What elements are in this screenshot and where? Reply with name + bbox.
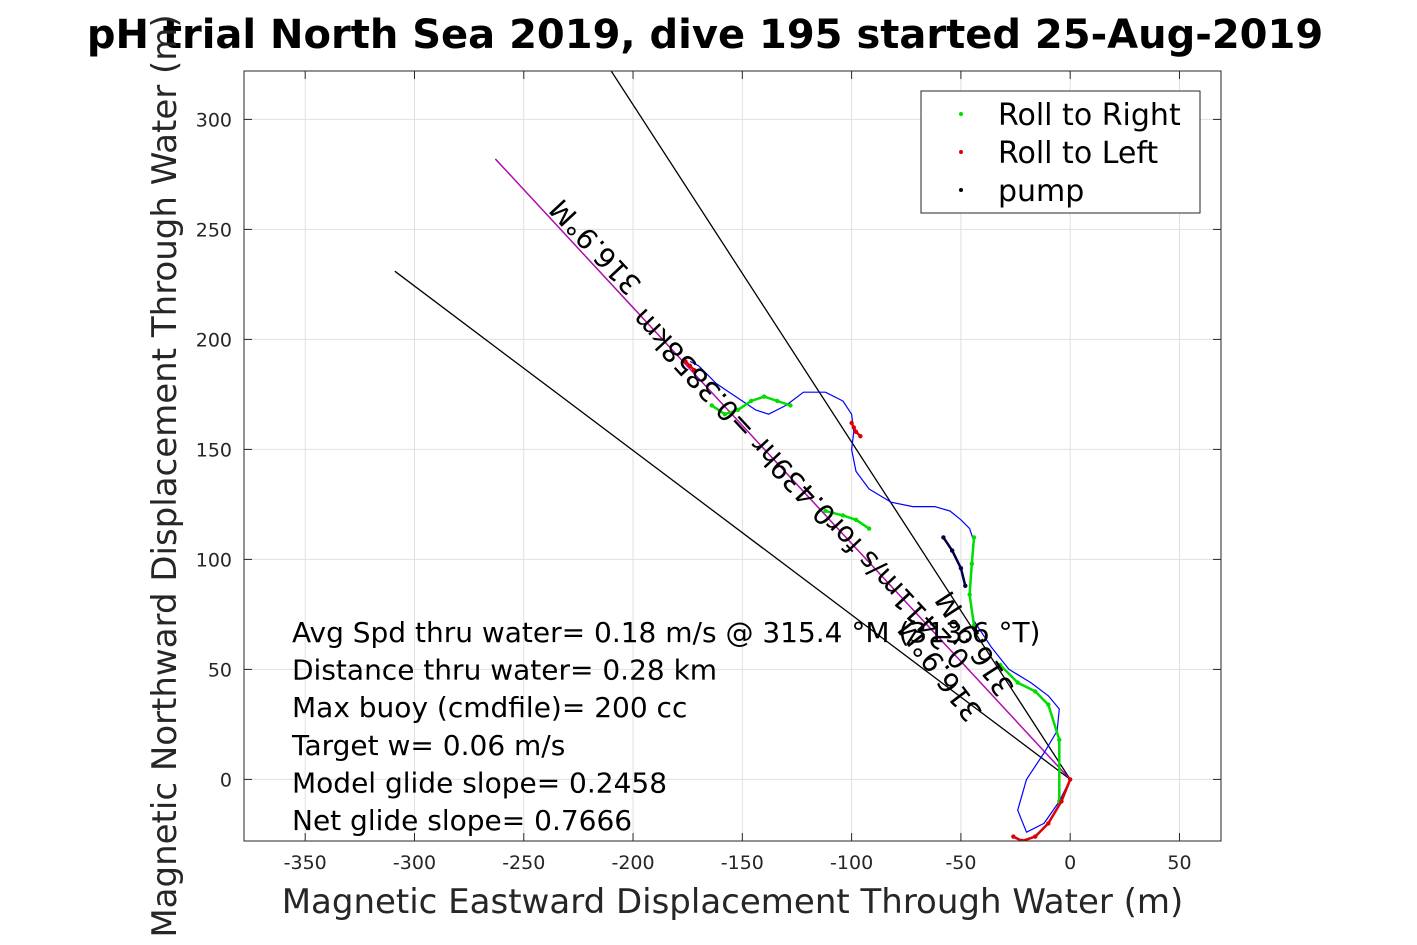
x-tick-label: -250 [502,852,545,874]
pump-point [963,583,968,588]
pump-point [949,548,955,553]
x-tick-label: 0 [1064,852,1076,874]
pump-point [958,566,964,571]
chart-title: pH trial North Sea 2019, dive 195 starte… [87,12,1323,58]
reference-line-3 [494,158,1071,780]
roll-right-point [775,398,780,404]
roll-right-point [971,623,977,628]
legend-marker [959,188,963,192]
legend-marker [959,150,963,154]
stats-note-line: Avg Spd thru water= 0.18 m/s @ 315.4 °M … [292,616,1040,649]
roll-right-point [1046,702,1051,707]
stats-note-line: Max buoy (cmdfile)= 200 cc [292,691,687,724]
roll-left-point [849,420,854,426]
roll-left-point [858,434,863,439]
roll-left-segment-1 [850,421,862,438]
x-tick-label: -50 [945,852,976,874]
legend-label: pump [998,174,1084,209]
roll-left-point [1019,838,1025,841]
roll-right-segment-0 [998,663,1061,803]
x-tick-label: -350 [284,852,327,874]
reference-line-1 [610,71,1071,780]
roll-left-point [692,368,697,373]
roll-right-point [840,513,846,518]
stats-note-line: Target w= 0.06 m/s [291,729,565,762]
x-tick-label: 50 [1167,852,1191,874]
pump-point [941,535,946,540]
roll-right-point [969,561,975,566]
axis-ticks: -350 -300 -250 -200 -150 -100 -50 0 50 0 50 100 150 2… [196,71,1221,874]
axes-box [243,70,1222,842]
x-tick-label: -300 [393,852,436,874]
legend-marker [959,112,963,116]
stats-note-line: Distance thru water= 0.28 km [292,654,717,687]
y-tick-label: 250 [196,219,232,241]
y-tick-label: 300 [196,109,232,131]
roll-left-point [683,359,688,364]
roll-right-point [998,662,1003,668]
roll-right-point [1033,689,1038,694]
roll-right-point [971,535,977,540]
roll-right-point [735,407,741,412]
roll-right-point [748,398,754,404]
stats-note-line: Net glide slope= 0.7666 [292,804,632,837]
roll-left-point [1067,777,1073,782]
roll-left-point [1011,834,1016,839]
track-line [689,360,1071,833]
legend-label: Roll to Left [998,136,1158,171]
legend-box [920,90,1201,214]
roll-right-point [1057,737,1062,742]
roll-left-point [1059,799,1064,804]
roll-right-point [722,412,728,417]
roll-right-segment-2 [824,509,871,530]
y-tick-label: 150 [196,439,232,461]
roll-right-point [823,508,828,514]
roll-right-point [967,592,972,597]
y-axis-label: Magnetic Northward Displacement Through … [145,14,185,937]
roll-right-segment-1 [968,536,976,627]
y-tick-label: 0 [220,769,232,791]
y-tick-label: 100 [196,549,232,571]
stats-note-line: Model glide slope= 0.2458 [292,766,667,799]
roll-left-point [1046,821,1051,826]
y-tick-label: 200 [196,329,232,351]
roll-right-point [761,394,767,399]
x-tick-label: -200 [611,852,654,874]
legend-label: Roll to Right [998,98,1181,133]
roll-left-point [853,429,859,434]
roll-left-point [687,363,693,368]
x-tick-label: -150 [721,852,764,874]
pump-segment-0 [942,536,967,588]
stats-notes: Avg Spd thru water= 0.18 m/s @ 315.4 °M … [291,616,1040,837]
roll-right-point [1015,680,1020,685]
reference-line-0 [394,270,1071,780]
x-axis-label: Magnetic Eastward Displacement Through W… [282,882,1184,922]
roll-right-point [709,403,714,408]
roll-right-point [853,517,859,522]
roll-right-point [788,403,793,408]
y-tick-label: 50 [208,659,232,681]
roll-left-point [1033,834,1038,839]
roll-right-point [866,526,872,531]
roll-left-point [851,425,857,430]
x-tick-label: -100 [830,852,873,874]
